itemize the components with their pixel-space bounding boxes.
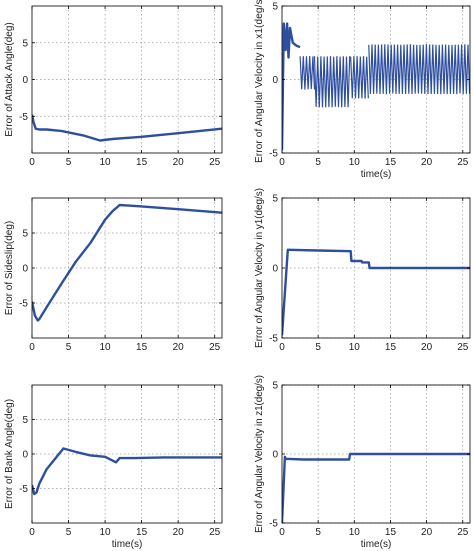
- x-tick-label: 15: [136, 342, 148, 353]
- x-tick-label: 25: [457, 527, 469, 538]
- y-tick-label: 0: [22, 450, 28, 461]
- plot-area: [282, 452, 470, 523]
- y-tick-label: -5: [19, 484, 28, 495]
- plot-area: [32, 114, 222, 142]
- x-tick-label: 5: [66, 342, 72, 353]
- x-tick-label: 5: [66, 527, 72, 538]
- y-tick-label: -5: [269, 149, 278, 160]
- y-tick-label: 0: [272, 264, 278, 275]
- x-tick-label: 5: [66, 157, 72, 168]
- subplot-3: 0 5 10 15 20 25 -5 0 5 Error of Sideslip(deg): [4, 197, 223, 353]
- x-tick-label: 10: [349, 527, 361, 538]
- y-axis-label: Error of Attack Angle(deg): [4, 22, 15, 137]
- x-tick-label: 20: [173, 157, 185, 168]
- x-tick-label: 10: [349, 342, 361, 353]
- x-tick-label: 0: [29, 527, 35, 538]
- x-tick-label: 0: [29, 157, 35, 168]
- y-axis-label: Error of Bank Angle(deg): [4, 399, 15, 509]
- oscillation-band-2: [313, 56, 351, 108]
- x-tick-label: 0: [279, 527, 285, 538]
- y-tick-label: 0: [22, 75, 28, 86]
- series-line-1: [32, 203, 222, 322]
- oscillation-band-3: [350, 56, 369, 99]
- series-line-1: [32, 114, 222, 142]
- plot-area: [32, 203, 222, 322]
- x-tick-label: 5: [315, 157, 321, 168]
- y-tick-label: -5: [269, 334, 278, 345]
- x-tick-label: 15: [385, 157, 397, 168]
- x-tick-label: 25: [209, 157, 221, 168]
- y-tick-label: 5: [22, 38, 28, 49]
- x-tick-label: 15: [136, 527, 148, 538]
- y-tick-label: -5: [269, 519, 278, 530]
- x-tick-label: 5: [315, 527, 321, 538]
- x-tick-label: 25: [457, 157, 469, 168]
- plot-area: [32, 447, 222, 496]
- x-tick-label: 20: [421, 527, 433, 538]
- y-axis-label: Error of Angular Velocity in x1(deg/s): [254, 0, 265, 163]
- x-tick-label: 15: [385, 342, 397, 353]
- subplot-5: 0 5 10 15 20 25 -5 0 5 time(s) Error of Bank Angle…: [4, 384, 223, 550]
- x-tick-label: 5: [315, 342, 321, 353]
- x-tick-label: 0: [279, 157, 285, 168]
- x-axis-label: time(s): [361, 539, 392, 550]
- x-tick-label: 20: [421, 342, 433, 353]
- series-line-1: [282, 452, 470, 523]
- x-tick-label: 15: [136, 157, 148, 168]
- y-tick-label: 0: [272, 450, 278, 461]
- series-line-1: [282, 248, 470, 336]
- series-line-1: [32, 447, 222, 496]
- y-tick-label: 0: [22, 264, 28, 275]
- x-axis-label: time(s): [361, 169, 392, 180]
- x-tick-label: 25: [209, 342, 221, 353]
- y-tick-label: 5: [272, 381, 278, 392]
- x-tick-label: 20: [421, 157, 433, 168]
- y-tick-label: 0: [272, 75, 278, 86]
- y-tick-label: 5: [22, 229, 28, 240]
- y-axis-label: Error of Angular Velocity in y1(deg/s): [254, 188, 265, 348]
- x-tick-label: 10: [349, 157, 361, 168]
- x-tick-label: 15: [385, 527, 397, 538]
- y-tick-label: 5: [272, 2, 278, 13]
- y-axis-label: Error of Angular Velocity in z1(deg/s): [254, 375, 265, 533]
- x-tick-label: 20: [173, 342, 185, 353]
- x-axis-label: time(s): [112, 539, 143, 550]
- series-line-1: [282, 22, 301, 151]
- plot-area: [282, 22, 470, 151]
- x-tick-label: 25: [457, 342, 469, 353]
- x-tick-label: 0: [29, 342, 35, 353]
- x-tick-label: 10: [100, 157, 112, 168]
- oscillation-band-1: [299, 55, 316, 90]
- subplot-1: 0 5 10 15 20 25 -5 0 5 Error of Attack Angle(deg): [4, 5, 223, 168]
- y-tick-label: -5: [19, 299, 28, 310]
- y-tick-label: -5: [19, 112, 28, 123]
- oscillation-band-4: [368, 44, 470, 95]
- x-tick-label: 10: [100, 342, 112, 353]
- y-tick-label: 5: [22, 415, 28, 426]
- y-tick-label: 5: [272, 194, 278, 205]
- x-tick-label: 25: [209, 527, 221, 538]
- y-axis-label: Error of Sideslip(deg): [4, 221, 15, 315]
- x-tick-label: 20: [173, 527, 185, 538]
- x-tick-label: 0: [279, 342, 285, 353]
- plot-area: [282, 248, 470, 336]
- x-tick-label: 10: [100, 527, 112, 538]
